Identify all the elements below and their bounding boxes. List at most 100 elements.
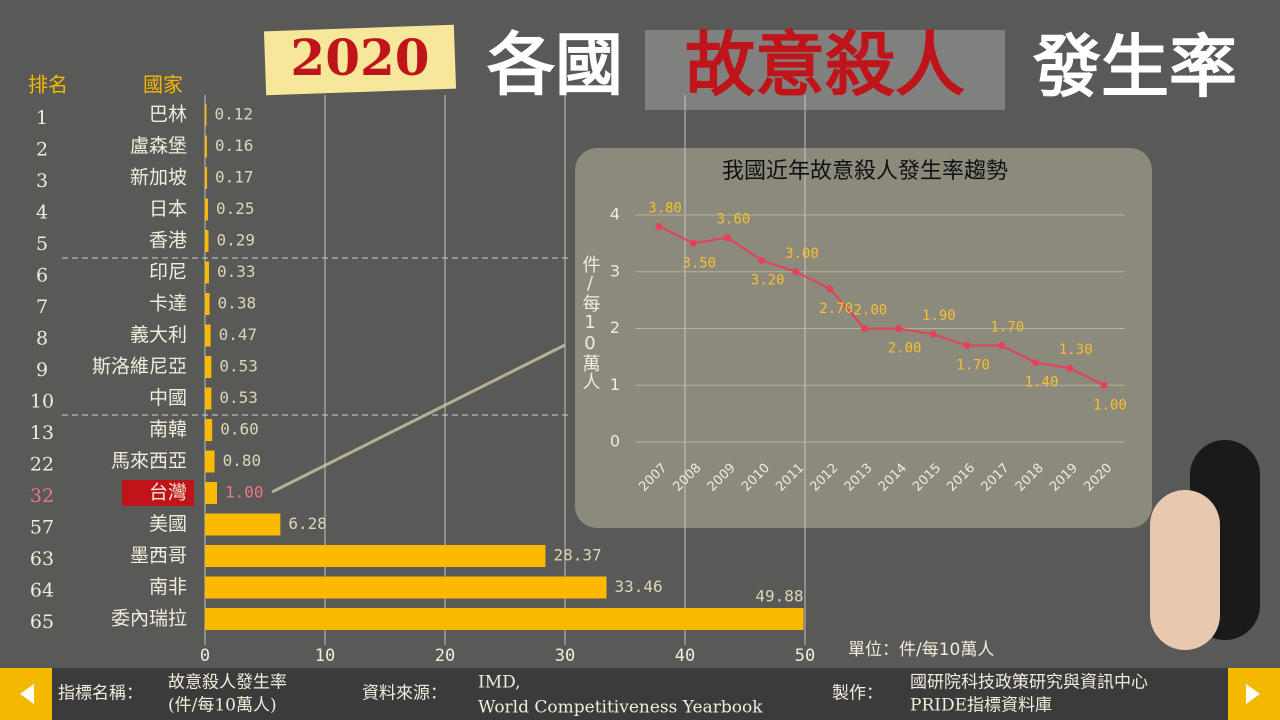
category-label: 義大利 [130,324,187,346]
x-tick-label: 10 [315,646,335,666]
rank-label: 8 [36,328,48,350]
prev-arrow[interactable] [20,684,34,704]
rank-label: 22 [30,454,54,476]
point [1032,359,1040,367]
point [655,222,663,230]
point [860,325,868,332]
bar [205,545,546,567]
panel [575,148,1152,528]
rank-label: 65 [30,611,54,633]
bar [205,198,208,221]
column-header: 排名 [28,73,68,97]
bar [205,104,207,126]
next-arrow[interactable] [1246,684,1260,704]
value-label: 0.53 [219,357,258,376]
category-label: 委內瑞拉 [111,608,187,630]
value-label: 0.60 [220,420,259,439]
value-label: 0.33 [217,262,256,281]
bar [205,261,209,284]
rank-label: 4 [36,202,48,224]
value-label: 2.70 [819,301,853,317]
rank-label: 32 [30,485,54,507]
sticky-note [263,24,457,96]
rank-label: 13 [30,422,54,444]
bar [205,356,212,378]
bar [205,387,212,410]
footer-text: PRIDE指標資料庫 [910,696,1052,716]
footer-text: 故意殺人發生率 [168,673,287,693]
value-label: 33.46 [615,577,663,596]
footer-text: (件/每10萬人) [168,696,277,716]
illustration [1150,440,1260,650]
value-label: 3.50 [682,255,716,271]
rank-label: 9 [36,359,48,381]
category-label: 南非 [149,576,187,598]
value-label: 2.00 [888,341,922,357]
column-header: 國家 [143,73,183,97]
value-label: 49.88 [755,587,803,606]
x-tick-label: 30 [555,646,575,666]
connector [271,343,566,494]
value-label: 2.00 [854,303,888,319]
point [826,285,834,293]
value-label: 28.37 [553,546,601,565]
y-tick-label: 4 [610,205,620,224]
point [895,325,903,332]
category-label: 盧森堡 [130,135,187,157]
bar [205,513,281,536]
x-tick-label: 0 [200,646,210,666]
point [963,342,971,350]
y-axis-label: 件/每10萬人 [580,255,601,390]
category-label: 斯洛維尼亞 [92,356,187,378]
rank-label: 10 [30,391,54,413]
highlight-brush [122,480,194,506]
x-tick-label: 50 [795,646,815,666]
category-label: 馬來西亞 [111,450,187,472]
value-label: 1.90 [922,308,956,324]
bar [205,135,207,158]
bar [205,482,217,504]
x-tick-label: 40 [675,646,695,666]
category-label: 巴林 [149,104,187,126]
value-label: 0.29 [216,231,255,250]
brush [645,30,1005,110]
value-label: 0.25 [216,199,255,218]
footer-label: 資料來源： [362,684,447,704]
y-tick-label: 0 [610,432,620,451]
rank-label: 7 [36,296,48,318]
year: 2020 [290,28,429,87]
category-label: 台灣 [149,482,187,504]
value-label: 1.70 [956,358,990,374]
value-label: 1.70 [990,320,1024,336]
y-tick-label: 2 [610,318,620,337]
value-label: 1.30 [1059,342,1093,358]
bar [205,608,804,630]
title-part: 發生率 [1032,29,1237,108]
value-label: 0.16 [215,136,254,155]
rank-label: 3 [36,170,48,192]
value-label: 0.80 [223,451,262,470]
bar [205,293,210,315]
y-tick-label: 1 [610,375,620,394]
point [1100,381,1108,389]
bar [205,576,607,599]
point [689,239,697,247]
title-part: 各國 [487,27,623,106]
footer-label: 指標名稱： [58,684,143,704]
chart-title: 我國近年故意殺人發生率趨勢 [722,159,1008,184]
category-label: 南韓 [149,419,187,441]
point [929,330,937,338]
footer-text: 國研院科技政策研究與資訊中心 [910,673,1148,693]
title-highlight: 故意殺人 [685,24,965,106]
rank-label: 2 [36,139,48,161]
bar [205,167,208,189]
bar [205,230,209,252]
rank-label: 6 [36,265,48,287]
bar [205,450,215,473]
category-label: 日本 [149,198,187,220]
value-label: 1.40 [1025,375,1059,391]
bar [205,419,213,441]
value-label: 3.80 [648,200,682,216]
rank-label: 57 [30,517,54,539]
